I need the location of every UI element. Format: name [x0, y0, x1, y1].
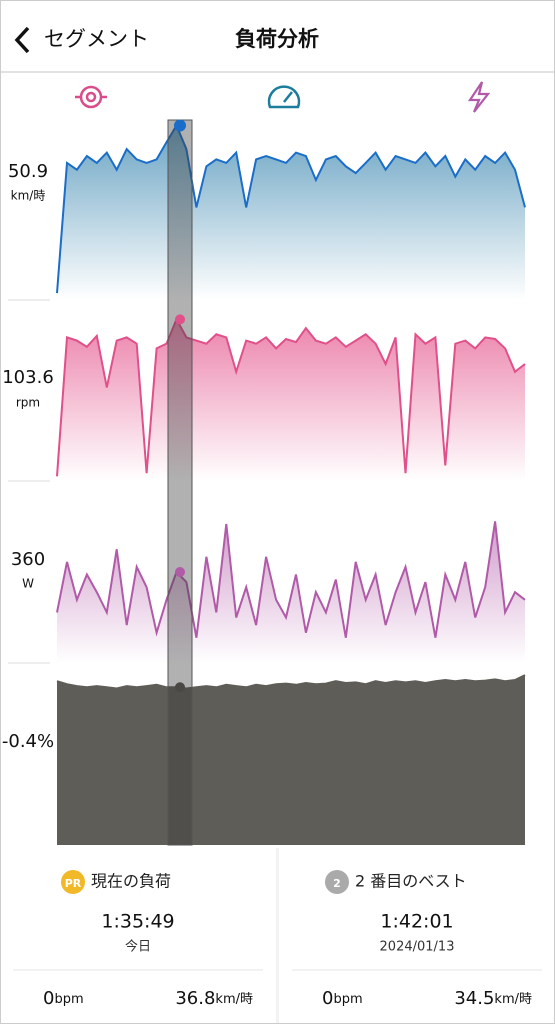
cursor-marker [174, 119, 186, 132]
current-value: -0.4% [2, 731, 54, 752]
area-fill [57, 521, 525, 663]
date: 今日 [125, 939, 151, 955]
current-value: 360 [11, 549, 45, 570]
speed: 34.5km/時 [454, 988, 532, 1009]
value: 0 [322, 988, 333, 1009]
card-title: 2 番目のベスト [355, 872, 467, 891]
power-icon[interactable] [467, 81, 491, 113]
unit: km/時 [494, 992, 532, 1007]
cursor-marker [175, 567, 185, 577]
line [56, 316, 526, 477]
card [0, 848, 276, 1024]
cadence-icon[interactable] [75, 85, 107, 109]
cursor-marker [175, 682, 185, 693]
header [0, 0, 555, 72]
badge [61, 870, 85, 894]
card-title: 現在の負荷 [91, 872, 171, 891]
unit-label: rpm [16, 396, 40, 410]
time: 1:35:49 [101, 911, 174, 933]
line [56, 123, 526, 294]
card [279, 848, 555, 1024]
unit: bpm [54, 992, 83, 1007]
badge-text: PR [65, 877, 82, 890]
value: 36.8 [175, 988, 215, 1009]
badge-text: 2 [333, 877, 341, 890]
heart-rate: 0bpm [322, 988, 363, 1009]
line [56, 521, 526, 638]
badge [325, 870, 349, 894]
value: 34.5 [454, 988, 494, 1009]
value: -0.4 [2, 731, 37, 752]
area-fill [57, 125, 525, 300]
value: 0 [43, 988, 54, 1009]
current-value: 50.9 [8, 161, 48, 182]
current-value: 103.6 [2, 367, 54, 388]
unit: bpm [333, 992, 362, 1007]
speed-icon[interactable] [267, 85, 301, 109]
unit-label: % [37, 731, 54, 752]
page-title: 負荷分析 [235, 27, 319, 51]
cursor-band[interactable] [167, 119, 193, 846]
unit: km/時 [215, 992, 253, 1007]
back-label[interactable]: セグメント [44, 27, 149, 51]
unit-label: km/時 [11, 189, 46, 203]
time: 1:42:01 [380, 911, 453, 933]
back-icon[interactable] [14, 26, 30, 54]
line [56, 674, 526, 690]
area-fill [57, 675, 525, 845]
unit-label: W [22, 577, 34, 591]
speed: 36.8km/時 [175, 988, 253, 1009]
date: 2024/01/13 [380, 940, 455, 955]
cursor-marker [175, 314, 185, 325]
heart-rate: 0bpm [43, 988, 84, 1009]
